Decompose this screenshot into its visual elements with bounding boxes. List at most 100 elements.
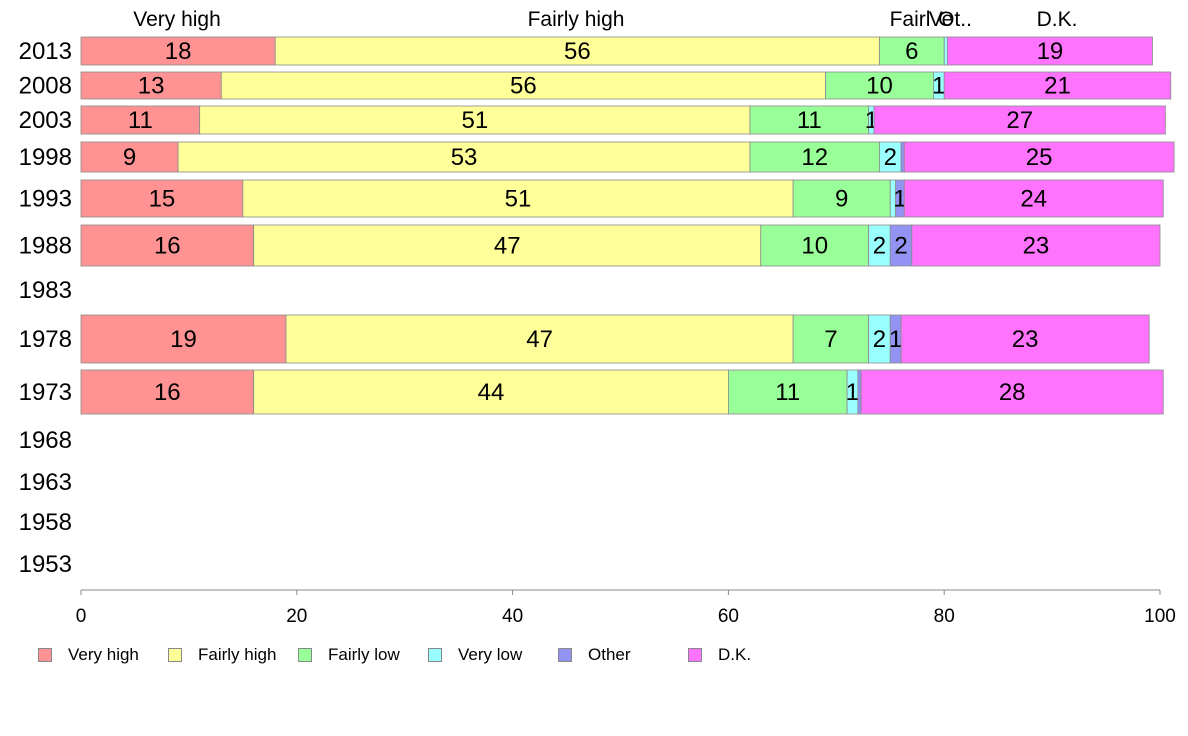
top-label-very-low: Ve xyxy=(929,8,954,31)
data-label-1973-d-k: 28 xyxy=(999,379,1026,406)
data-label-1988-very-high: 16 xyxy=(154,233,181,260)
data-label-1978-d-k: 23 xyxy=(1012,326,1039,353)
bar-1973-d-k xyxy=(860,369,1164,415)
data-label-2003-fairly-low: 11 xyxy=(797,107,822,134)
data-label-1998-very-low: 2 xyxy=(884,144,897,171)
legend-item-d-k: D.K. xyxy=(688,644,751,666)
bar-1973-very-high xyxy=(80,369,255,415)
data-label-2008-fairly-low: 10 xyxy=(866,73,893,100)
data-label-2008-d-k: 21 xyxy=(1044,73,1071,100)
legend-label-fairly-low: Fairly low xyxy=(328,645,400,664)
bar-2008-d-k xyxy=(943,71,1172,100)
year-label-1963: 1963 xyxy=(19,469,72,496)
data-label-2013-fairly-high: 56 xyxy=(564,38,591,65)
data-label-1993-very-high: 15 xyxy=(149,186,176,213)
data-label-1978-very-high: 19 xyxy=(170,326,197,353)
data-label-1978-fairly-low: 7 xyxy=(824,326,837,353)
legend-label-very-high: Very high xyxy=(68,645,139,664)
data-label-1993-fairly-high: 51 xyxy=(505,186,532,213)
bar-1993-fairly-low xyxy=(792,179,891,218)
bar-1978-d-k xyxy=(900,314,1150,364)
top-label-fairly-low: Fairl xyxy=(890,8,931,31)
year-label-1988: 1988 xyxy=(19,233,72,260)
chart-legend: Very high Fairly high Fairly low Very low Ot… xyxy=(38,644,798,666)
data-label-2003-d-k: 27 xyxy=(1006,107,1033,134)
top-label-fairly-high: Fairly high xyxy=(528,8,625,31)
data-label-1988-fairly-high: 47 xyxy=(494,233,521,260)
data-label-2008-very-low: 1 xyxy=(932,73,945,100)
year-label-1983: 1983 xyxy=(19,277,72,304)
bar-2003-d-k xyxy=(873,105,1166,135)
x-tick-label-100: 100 xyxy=(1144,606,1176,627)
data-label-1988-other: 2 xyxy=(894,233,907,260)
data-label-1978-very-low: 2 xyxy=(873,326,886,353)
bar-1988-fairly-high xyxy=(253,224,762,267)
x-tick-label-80: 80 xyxy=(934,606,955,627)
bar-2013-d-k xyxy=(947,36,1153,66)
year-label-2013: 2013 xyxy=(19,38,72,65)
data-label-1973-very-high: 16 xyxy=(154,379,181,406)
legend-swatch-d-k xyxy=(688,648,702,662)
top-label-d-k: D.K. xyxy=(1037,8,1078,31)
legend-item-fairly-low: Fairly low xyxy=(298,644,400,666)
bar-1973-other xyxy=(857,369,862,415)
legend-label-d-k: D.K. xyxy=(718,645,752,664)
bar-2008-very-high xyxy=(80,71,222,100)
data-label-1998-fairly-high: 53 xyxy=(451,144,478,171)
legend-label-fairly-high: Fairly high xyxy=(198,645,277,664)
data-label-2013-d-k: 19 xyxy=(1037,38,1064,65)
bar-1998-fairly-high xyxy=(177,141,751,173)
top-label-very-high: Very high xyxy=(133,8,221,31)
data-label-2003-fairly-high: 51 xyxy=(461,107,488,134)
data-label-2008-very-high: 13 xyxy=(138,73,165,100)
bar-1973-fairly-low xyxy=(728,369,848,415)
data-label-1993-other: 1 xyxy=(893,186,906,213)
data-label-1973-fairly-high: 44 xyxy=(478,379,505,406)
data-label-1998-very-high: 9 xyxy=(123,144,136,171)
data-label-1978-other: 1 xyxy=(889,326,902,353)
legend-swatch-fairly-high xyxy=(168,648,182,662)
bar-1978-fairly-low xyxy=(792,314,870,364)
x-tick-label-0: 0 xyxy=(76,606,87,627)
year-label-1978: 1978 xyxy=(19,326,72,353)
bar-1993-d-k xyxy=(903,179,1164,218)
data-label-1998-fairly-low: 12 xyxy=(801,144,828,171)
legend-label-other: Other xyxy=(588,645,631,664)
legend-swatch-fairly-low xyxy=(298,648,312,662)
top-label-other: Ot.. xyxy=(938,8,972,31)
year-label-1953: 1953 xyxy=(19,551,72,578)
bar-1998-other xyxy=(900,141,905,173)
bar-1988-very-high xyxy=(80,224,255,267)
legend-label-very-low: Very low xyxy=(458,645,523,664)
bar-1993-very-high xyxy=(80,179,244,218)
legend-item-very-low: Very low xyxy=(428,644,522,666)
data-label-1988-d-k: 23 xyxy=(1023,233,1050,260)
x-tick-label-20: 20 xyxy=(286,606,307,627)
bar-2008-fairly-low xyxy=(825,71,934,100)
year-label-1968: 1968 xyxy=(19,427,72,454)
year-label-1973: 1973 xyxy=(19,379,72,406)
bar-1973-fairly-high xyxy=(253,369,729,415)
x-tick-label-60: 60 xyxy=(718,606,739,627)
data-label-2013-very-high: 18 xyxy=(165,38,192,65)
bar-2003-very-high xyxy=(80,105,201,135)
legend-swatch-other xyxy=(558,648,572,662)
year-label-2003: 2003 xyxy=(19,107,72,134)
bar-1998-very-high xyxy=(80,141,179,173)
legend-item-other: Other xyxy=(558,644,631,666)
legend-item-very-high: Very high xyxy=(38,644,139,666)
data-label-1993-fairly-low: 9 xyxy=(835,186,848,213)
bar-1993-fairly-high xyxy=(242,179,794,218)
legend-swatch-very-high xyxy=(38,648,52,662)
bar-2008-fairly-high xyxy=(220,71,826,100)
data-label-1998-d-k: 25 xyxy=(1026,144,1053,171)
legend-swatch-very-low xyxy=(428,648,442,662)
year-label-1998: 1998 xyxy=(19,144,72,171)
data-label-1988-very-low: 2 xyxy=(873,233,886,260)
bar-1998-d-k xyxy=(903,141,1175,173)
data-label-1988-fairly-low: 10 xyxy=(801,233,828,260)
data-label-2008-fairly-high: 56 xyxy=(510,73,537,100)
year-label-2008: 2008 xyxy=(19,73,72,100)
bar-2013-very-low xyxy=(943,36,948,66)
legend-item-fairly-high: Fairly high xyxy=(168,644,276,666)
